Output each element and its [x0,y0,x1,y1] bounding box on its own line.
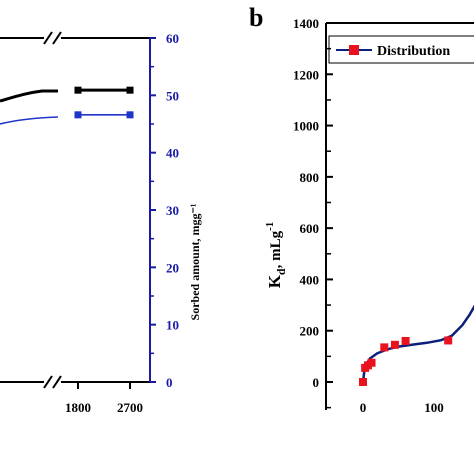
left-series-marker-black [126,86,134,94]
ylabel-main: K [265,274,284,288]
left-top-axis-break-mark [43,31,53,45]
right-axis-tick-label: 40 [166,146,179,161]
panel-b-y-tick-label: 800 [300,170,320,185]
panel-b-data-point [359,378,367,386]
left-series-group [0,86,134,125]
panel-b-y-tick-label: 200 [300,324,320,339]
right-axis-tick-label: 20 [166,260,179,275]
left-bottom-axis-break-mark [43,375,53,389]
panel-b-data-point [401,336,410,345]
legend-marker-sample [349,45,359,55]
panel-b-label: b [249,3,263,32]
right-axis-tick-label: 0 [166,375,173,390]
panel-b-y-tick-label: 1200 [293,67,319,82]
right-axis-title: Sorbed amount, mgg⁻¹ [188,203,202,320]
panel-b-fit-curve [361,304,474,383]
panel-b: b Distribution 0200400600800100012001400… [249,3,474,415]
panel-b-y-tick-label: 1000 [293,119,319,134]
panel-b-x-tick-label: 0 [360,400,367,415]
right-axis-tick-label: 10 [166,318,179,333]
panel-b-y-tick-label: 600 [300,221,320,236]
bottom-axis-tick-label: 2700 [117,400,143,415]
panel-b-x-ticks: 0 100 [360,400,444,415]
panel-b-data-point [390,340,399,349]
panel-b-data-point [367,358,376,367]
right-axis-ticks: 0 10 20 30 40 50 60 [150,31,179,390]
panel-b-y-tick-label: 0 [313,375,320,390]
panel-b-data-points [359,336,453,386]
ylabel-sub: d [274,268,288,275]
left-series-stub-blue [0,116,59,125]
panel-b-y-tick-label: 1400 [293,16,319,31]
bottom-axis-ticks: 1800 2700 [65,382,143,415]
ylabel-unit: , mLg [268,230,284,268]
left-bottom-axis-break-mark [52,375,62,389]
bottom-axis-tick-label: 1800 [65,400,91,415]
right-axis-tick-label: 50 [166,88,179,103]
left-series-marker-blue [126,111,134,119]
panel-b-data-point [444,336,453,345]
panel-b-x-tick-label: 100 [424,400,444,415]
ylabel-sup: -1 [264,222,276,231]
left-series-marker-black [74,86,82,94]
panel-b-y-tick-label: 400 [300,272,320,287]
left-panel: 0 10 20 30 40 50 60 1800 2700 Sorbed amount, mg… [0,31,202,415]
panel-b-y-ticks: 0 200 400 600 800 1000 1200 1400 [293,16,333,409]
left-series-stub-black [0,89,58,103]
left-series-marker-blue [74,111,82,119]
legend-label: Distribution [377,44,450,59]
right-axis-tick-label: 60 [166,31,179,46]
panel-b-data-point [380,343,389,352]
left-top-axis-break-mark [52,31,62,45]
panel-b-y-axis-title: Kd, mLg-1 [264,222,288,289]
right-axis-tick-label: 30 [166,203,179,218]
